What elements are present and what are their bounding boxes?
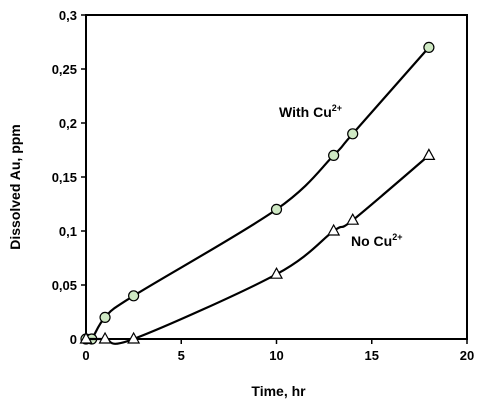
data-point-circle (99, 311, 111, 323)
data-point-triangle (269, 266, 284, 279)
y-tick-label: 0,2 (59, 116, 77, 131)
data-point-circle (423, 41, 435, 54)
y-tick-label: 0,05 (52, 278, 77, 293)
x-tick-label: 15 (365, 348, 379, 363)
y-tick-label: 0,25 (52, 62, 77, 77)
series-label-no-cu-sup: 2+ (392, 232, 402, 242)
x-axis-title: Time, hr (251, 383, 306, 399)
series-label-no-cu: No Cu2+ (351, 232, 402, 249)
series-layer (79, 41, 436, 345)
x-tick-label: 5 (178, 348, 185, 363)
y-tick-label: 0,15 (52, 170, 77, 185)
y-axis-ticks: 0 0,05 0,1 0,15 0,2 0,25 0,3 (52, 8, 86, 347)
data-point-circle (328, 149, 340, 161)
y-tick-label: 0,1 (59, 224, 77, 239)
data-point-triangle (98, 331, 112, 344)
data-point-circle (128, 290, 140, 302)
x-axis-ticks: 0 5 10 15 20 (82, 339, 474, 363)
series-label-no-cu-base: No Cu (351, 233, 392, 249)
x-tick-label: 0 (82, 348, 89, 363)
data-point-circle (270, 203, 283, 215)
x-tick-label: 10 (269, 348, 283, 363)
y-axis-title: Dissolved Au, ppm (7, 124, 23, 250)
data-point-triangle (327, 223, 341, 236)
series-label-with-cu-base: With Cu (279, 104, 332, 120)
data-point-circle (347, 128, 359, 140)
x-tick-label: 20 (460, 348, 474, 363)
series-line-1 (86, 154, 430, 345)
y-tick-label: 0 (70, 332, 77, 347)
data-point-triangle (346, 212, 360, 225)
data-point-triangle (79, 331, 93, 344)
series-label-with-cu-sup: 2+ (332, 103, 342, 113)
data-point-triangle (422, 148, 436, 160)
series-label-with-cu: With Cu2+ (279, 103, 342, 120)
y-tick-label: 0,3 (59, 8, 77, 23)
data-point-triangle (127, 331, 141, 344)
